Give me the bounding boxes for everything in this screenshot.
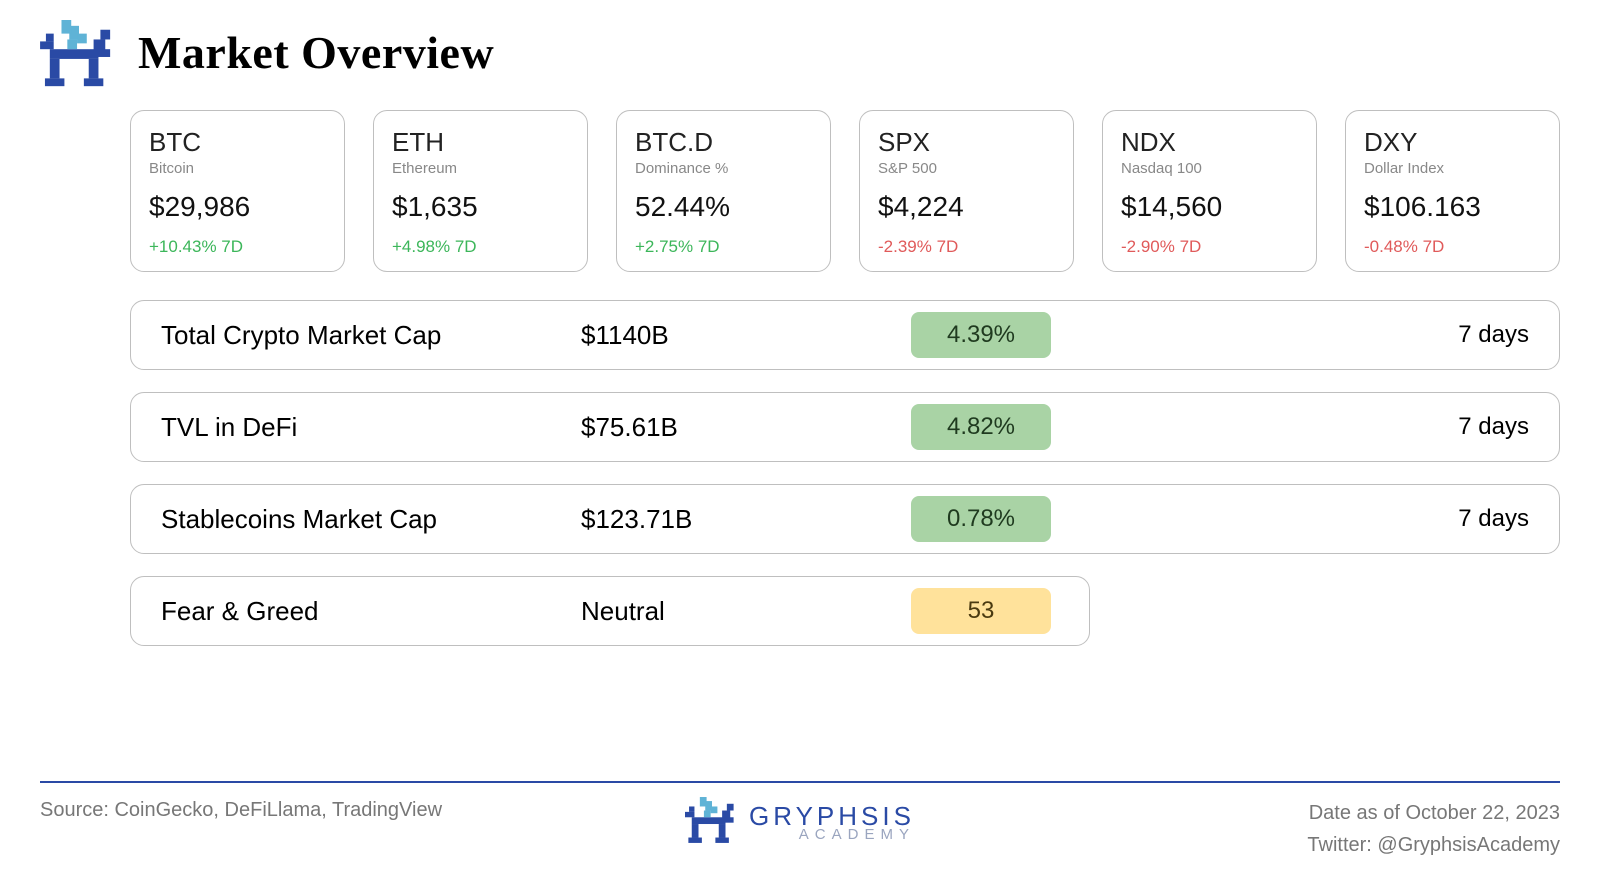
market-card-dxy: DXY Dollar Index $106.163 -0.48% 7D xyxy=(1345,110,1560,272)
row-change-badge: 0.78% xyxy=(911,496,1051,542)
card-value: $4,224 xyxy=(878,191,1055,223)
card-name: S&P 500 xyxy=(878,160,1055,177)
card-symbol: SPX xyxy=(878,127,1055,158)
card-change: +2.75% 7D xyxy=(635,237,812,257)
market-card-ndx: NDX Nasdaq 100 $14,560 -2.90% 7D xyxy=(1102,110,1317,272)
card-change: -0.48% 7D xyxy=(1364,237,1541,257)
card-symbol: ETH xyxy=(392,127,569,158)
market-cards-row: BTC Bitcoin $29,986 +10.43% 7D ETH Ethereum $1… xyxy=(130,110,1560,272)
summary-row: TVL in DeFi$75.61B 4.82% 7 days xyxy=(130,392,1560,462)
row-value: $123.71B xyxy=(581,504,881,535)
market-card-eth: ETH Ethereum $1,635 +4.98% 7D xyxy=(373,110,588,272)
card-symbol: BTC.D xyxy=(635,127,812,158)
summary-rows: Total Crypto Market Cap$1140B 4.39% 7 days… xyxy=(130,300,1560,646)
card-name: Dominance % xyxy=(635,160,812,177)
card-name: Ethereum xyxy=(392,160,569,177)
market-card-btc-d: BTC.D Dominance % 52.44% +2.75% 7D xyxy=(616,110,831,272)
card-value: $14,560 xyxy=(1121,191,1298,223)
brand-name: GRYPHSIS xyxy=(749,803,915,829)
row-label: Total Crypto Market Cap xyxy=(161,320,581,351)
row-change-badge: 4.82% xyxy=(911,404,1051,450)
row-period: 7 days xyxy=(1081,505,1529,533)
card-value: $106.163 xyxy=(1364,191,1541,223)
card-value: 52.44% xyxy=(635,191,812,223)
card-name: Bitcoin xyxy=(149,160,326,177)
card-name: Nasdaq 100 xyxy=(1121,160,1298,177)
card-change: +4.98% 7D xyxy=(392,237,569,257)
brand-subname: ACADEMY xyxy=(749,827,915,842)
card-symbol: BTC xyxy=(149,127,326,158)
card-change: -2.90% 7D xyxy=(1121,237,1298,257)
footer-brand: GRYPHSIS ACADEMY xyxy=(630,797,970,847)
footer: Source: CoinGecko, DeFiLlama, TradingVie… xyxy=(40,781,1560,861)
row-label: Stablecoins Market Cap xyxy=(161,504,581,535)
footer-date: Date as of October 22, 2023 xyxy=(970,797,1560,829)
card-value: $1,635 xyxy=(392,191,569,223)
row-value: $75.61B xyxy=(581,412,881,443)
gryphsis-logo-icon xyxy=(685,797,739,847)
summary-row: Fear & GreedNeutral 53 xyxy=(130,576,1090,646)
row-period: 7 days xyxy=(1081,321,1529,349)
gryphsis-logo-icon xyxy=(40,20,118,92)
row-change-badge: 53 xyxy=(911,588,1051,634)
card-value: $29,986 xyxy=(149,191,326,223)
market-card-spx: SPX S&P 500 $4,224 -2.39% 7D xyxy=(859,110,1074,272)
row-label: TVL in DeFi xyxy=(161,412,581,443)
row-change-badge: 4.39% xyxy=(911,312,1051,358)
header: Market Overview xyxy=(40,20,1560,92)
summary-row: Total Crypto Market Cap$1140B 4.39% 7 days xyxy=(130,300,1560,370)
card-name: Dollar Index xyxy=(1364,160,1541,177)
page-title: Market Overview xyxy=(138,26,494,79)
row-label: Fear & Greed xyxy=(161,596,581,627)
footer-twitter: Twitter: @GryphsisAcademy xyxy=(970,829,1560,861)
row-period: 7 days xyxy=(1081,413,1529,441)
card-symbol: DXY xyxy=(1364,127,1541,158)
footer-divider xyxy=(40,781,1560,783)
row-value: Neutral xyxy=(581,596,881,627)
row-value: $1140B xyxy=(581,320,881,351)
card-symbol: NDX xyxy=(1121,127,1298,158)
summary-row: Stablecoins Market Cap$123.71B 0.78% 7 day… xyxy=(130,484,1560,554)
market-card-btc: BTC Bitcoin $29,986 +10.43% 7D xyxy=(130,110,345,272)
card-change: -2.39% 7D xyxy=(878,237,1055,257)
footer-source: Source: CoinGecko, DeFiLlama, TradingVie… xyxy=(40,797,630,822)
card-change: +10.43% 7D xyxy=(149,237,326,257)
